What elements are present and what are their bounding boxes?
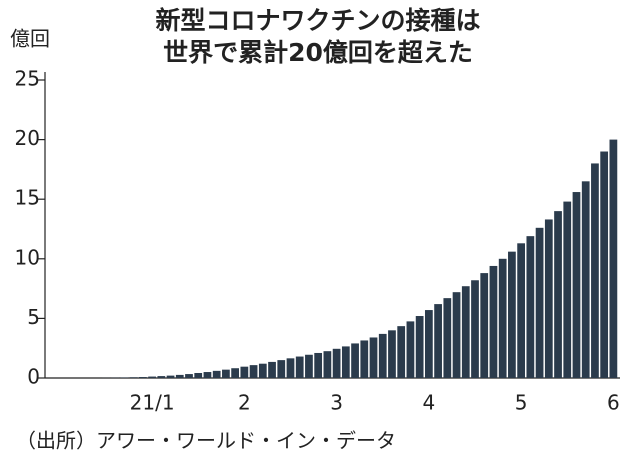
- bar: [314, 352, 323, 378]
- bar: [526, 236, 535, 378]
- bar: [332, 348, 341, 378]
- y-axis-label: 億回: [10, 27, 50, 51]
- bar: [249, 365, 258, 378]
- bar: [129, 377, 138, 378]
- bar: [148, 376, 156, 378]
- chart-title: 新型コロナワクチンの接種は: [155, 6, 480, 35]
- bar: [212, 370, 221, 378]
- bar: [489, 265, 498, 378]
- y-tick-label: 0: [27, 365, 40, 389]
- y-tick-label: 25: [15, 67, 40, 91]
- bar: [240, 366, 249, 378]
- bar: [572, 192, 581, 378]
- bar: [508, 251, 516, 378]
- bar: [175, 374, 184, 378]
- bar: [295, 356, 304, 378]
- bar: [277, 360, 286, 378]
- bar: [591, 163, 599, 378]
- bar: [415, 316, 424, 378]
- bar: [498, 258, 507, 378]
- bar: [231, 368, 240, 378]
- y-tick-label: 10: [15, 245, 40, 269]
- bar: [369, 337, 378, 378]
- x-tick-label: 4: [423, 391, 436, 415]
- y-tick-label: 20: [15, 126, 40, 150]
- bar: [203, 372, 212, 378]
- bar: [434, 304, 442, 378]
- bar: [341, 346, 350, 378]
- bar: [406, 321, 415, 378]
- bar: [452, 292, 461, 378]
- x-tick-label: 2: [238, 391, 251, 415]
- bar: [535, 227, 544, 378]
- bar: [286, 358, 295, 378]
- bar: [157, 376, 166, 378]
- bar: [268, 361, 276, 378]
- bar: [517, 243, 526, 378]
- y-tick-label: 5: [27, 305, 40, 329]
- bar: [166, 375, 175, 378]
- bar: [138, 377, 147, 378]
- bar: [397, 326, 406, 378]
- bar: [424, 310, 433, 378]
- x-tick-label: 6: [607, 391, 620, 415]
- bar: [600, 151, 609, 378]
- x-tick-label: 21/1: [130, 391, 175, 415]
- bar: [563, 201, 572, 378]
- bar: [388, 330, 396, 378]
- bar: [360, 340, 369, 378]
- bar: [554, 211, 562, 378]
- chart-title: 世界で累計20億回を超えた: [163, 38, 473, 67]
- bar: [443, 298, 452, 378]
- source-note: （出所）アワー・ワールド・イン・データ: [16, 429, 396, 453]
- bar: [323, 351, 332, 378]
- bar: [185, 374, 193, 378]
- bar: [471, 280, 479, 378]
- x-tick-label: 5: [515, 391, 528, 415]
- bar: [609, 139, 618, 378]
- bar: [480, 273, 489, 378]
- bar: [461, 286, 470, 378]
- bar: [305, 354, 313, 378]
- bar: [378, 333, 387, 378]
- x-tick-label: 3: [330, 391, 343, 415]
- bar: [194, 372, 203, 378]
- y-tick-label: 15: [15, 186, 40, 210]
- bar: [258, 363, 267, 378]
- bar: [222, 369, 230, 378]
- bar: [581, 181, 590, 378]
- bar: [351, 343, 359, 378]
- bar: [544, 219, 553, 378]
